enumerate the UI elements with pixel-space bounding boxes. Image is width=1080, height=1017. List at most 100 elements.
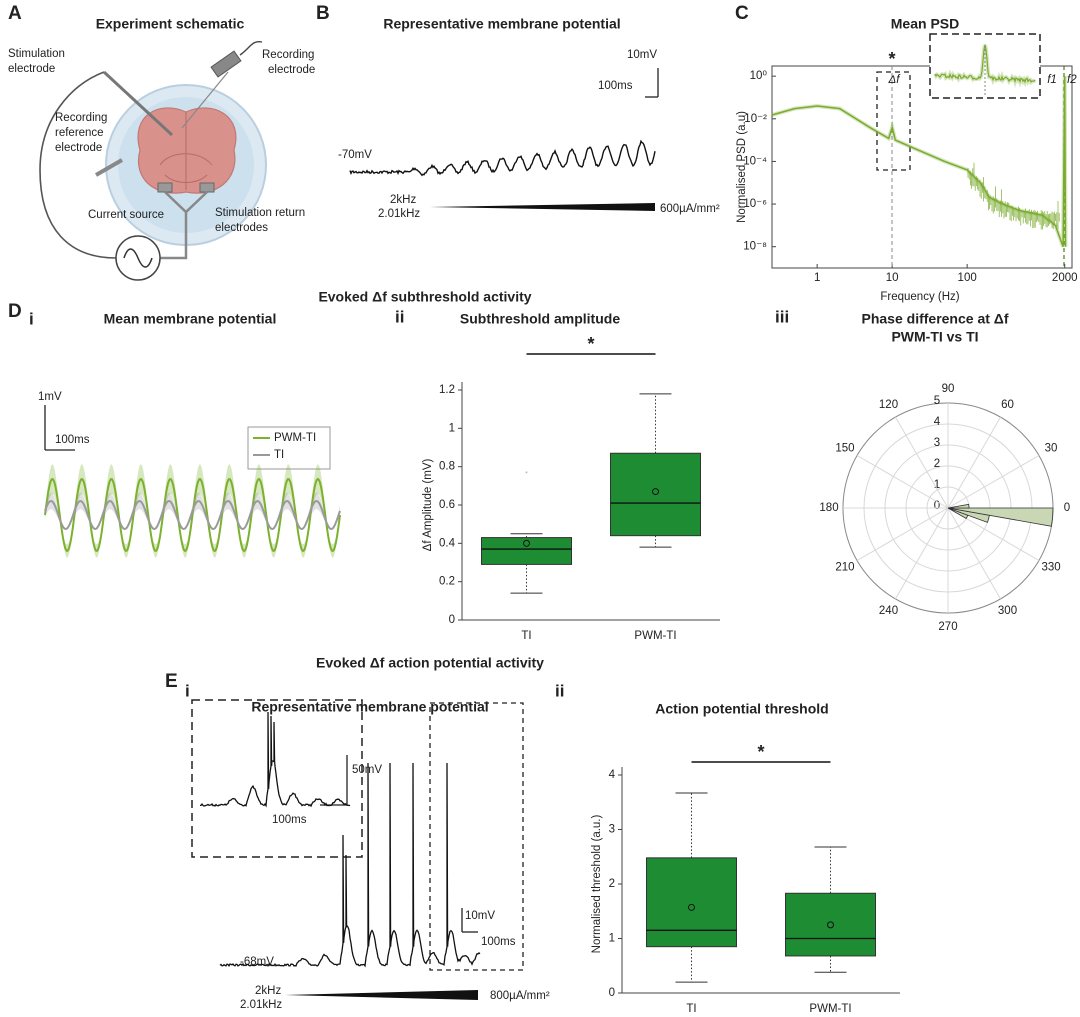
annotation: *	[888, 49, 895, 69]
stimulation-electrode	[102, 70, 174, 137]
psd-line	[771, 76, 1067, 247]
zoom-box	[429, 702, 524, 971]
theta-tick-label: 30	[1045, 443, 1058, 455]
box	[785, 892, 876, 957]
y-tick-label: 0	[449, 614, 455, 626]
panel-title: Action potential threshold	[655, 701, 828, 717]
panel-label: ii	[395, 307, 404, 326]
annotation: Δf	[888, 74, 902, 86]
legend-label: PWM-TI	[274, 432, 316, 444]
angular-grid	[947, 507, 1001, 600]
annotation: f2	[1067, 74, 1077, 86]
scale-label: 100ms	[272, 814, 307, 826]
y-tick-label: 0.2	[439, 576, 455, 588]
x-tick-label: 2000	[1052, 272, 1078, 284]
panel-label: C	[735, 3, 749, 24]
scale-label: 1mV	[38, 391, 62, 403]
schematic-label: electrode	[55, 142, 102, 154]
schematic-label: electrode	[268, 64, 315, 76]
y-tick-label: 10⁻⁸	[743, 241, 767, 253]
membrane-trace	[349, 139, 656, 177]
angular-grid	[895, 416, 949, 509]
panel-title: Representative membrane potential	[251, 699, 488, 715]
schematic-drawing	[39, 40, 267, 281]
theta-tick-label: 330	[1041, 562, 1060, 574]
theta-tick-label: 150	[835, 443, 854, 455]
sine-symbol	[123, 248, 153, 268]
y-tick-label: 10⁻²	[744, 113, 767, 125]
angular-grid	[856, 455, 949, 509]
y-tick-label: 3	[609, 824, 615, 836]
panel-label: D	[8, 301, 22, 322]
y-axis-label: Normalised threshold (a.u.)	[591, 814, 603, 953]
r-tick-label: 1	[934, 479, 940, 491]
zoom-box	[876, 71, 911, 171]
y-tick-label: 10⁻⁴	[743, 155, 767, 167]
theta-tick-label: 240	[879, 605, 898, 617]
carrier-label: 2kHz	[255, 985, 281, 997]
mean-trace	[44, 499, 341, 531]
y-tick-label: 2	[609, 878, 615, 890]
return-electrode	[157, 182, 173, 193]
membrane-trace	[219, 762, 481, 968]
panel-title: Representative membrane potential	[383, 16, 620, 32]
box	[481, 537, 572, 565]
scale-label: 10mV	[465, 910, 495, 922]
section-title: Evoked Δf action potential activity	[316, 655, 544, 671]
significance-star: *	[587, 334, 594, 354]
schematic-label: Stimulation	[8, 48, 65, 60]
angular-grid	[856, 507, 949, 561]
annotation: f1	[1047, 74, 1057, 86]
brain	[137, 107, 237, 194]
baseline-label: -68mV	[240, 956, 274, 968]
schematic-label: electrode	[8, 63, 55, 75]
y-axis-label: Normalised PSD (a.u)	[736, 111, 748, 223]
panel-title: Mean membrane potential	[104, 311, 277, 327]
inset-box	[191, 699, 363, 858]
theta-tick-label: 180	[819, 502, 838, 514]
x-tick-label: 100	[958, 272, 977, 284]
x-axis-label: Frequency (Hz)	[880, 291, 959, 303]
x-tick-label: TI	[686, 1003, 696, 1015]
return-electrode	[199, 182, 215, 193]
panel-sublabel: i	[29, 309, 34, 328]
angular-grid	[895, 507, 949, 600]
ramp	[285, 990, 478, 1000]
y-tick-label: 0.6	[439, 499, 455, 511]
x-tick-label: PWM-TI	[809, 1003, 851, 1015]
ramp	[430, 203, 655, 211]
x-tick-label: 1	[814, 272, 820, 284]
y-tick-label: 10⁻⁶	[743, 198, 767, 210]
mean-trace	[44, 477, 341, 553]
box	[646, 857, 737, 948]
y-tick-label: 0.8	[439, 461, 455, 473]
inset-trace	[200, 711, 351, 808]
y-tick-label: 1	[449, 422, 455, 434]
x-tick-label: 10	[886, 272, 899, 284]
recording-needle	[181, 71, 229, 129]
y-tick-label: 10⁰	[750, 70, 768, 82]
carrier-label: 2.01kHz	[378, 208, 420, 220]
amplitude-label: 600µA/mm²	[660, 203, 720, 215]
baseline-label: -70mV	[338, 149, 372, 161]
r-tick-label: 3	[934, 437, 940, 449]
theta-tick-label: 270	[938, 621, 957, 633]
y-tick-label: 1	[609, 933, 615, 945]
panel-label: E	[165, 671, 178, 692]
wire	[239, 40, 263, 56]
legend-box	[247, 426, 331, 470]
panel-title: Phase difference at Δf	[862, 311, 1009, 327]
polar-bar	[947, 503, 970, 509]
schematic-label: reference	[55, 127, 104, 139]
brain-detail	[159, 112, 213, 190]
scale-label: 10mV	[627, 49, 657, 61]
schematic-label: Recording	[55, 112, 107, 124]
angular-grid	[947, 416, 1001, 509]
angular-grid	[947, 455, 1040, 509]
plot-frame	[771, 65, 1073, 269]
panel-label: A	[8, 3, 22, 24]
panel-label: ii	[555, 681, 564, 700]
carrier-label: 2kHz	[390, 194, 416, 206]
